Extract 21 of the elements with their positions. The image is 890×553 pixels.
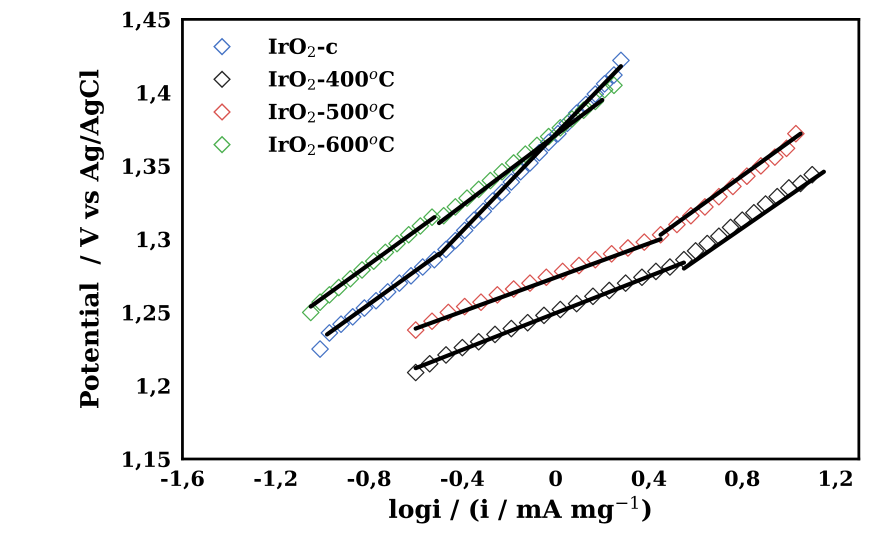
y-tick-label: 1,25 [123,304,170,324]
y-tick-label: 1,35 [123,158,170,178]
y-tick-label: 1,3 [138,232,170,251]
x-tick-label: -1,2 [254,470,296,490]
y-tick-label: 1,45 [123,12,170,31]
x-tick-label: -0,4 [441,470,484,490]
y-axis-title: Potential / V vs Ag/AgCl [79,70,104,408]
x-tick-label: -1,6 [161,470,204,490]
x-tick-label: 0,4 [632,470,666,490]
y-tick-label: 1,2 [138,378,170,398]
y-tick-label: 1,15 [123,451,170,470]
legend-label: IrO$_{2}$-500$^{o}$C [268,104,394,122]
y-tick-label: 1,4 [138,85,170,104]
legend-label: IrO$_{2}$-c [268,38,338,58]
legend-label: IrO$_{2}$-400$^{o}$C [268,70,394,90]
x-tick-label: 0 [549,470,562,486]
x-axis-title: logi / (i / mA mg$^{−1}$) [389,496,650,524]
legend-label: IrO$_{2}$-600$^{o}$C [268,136,394,156]
x-tick-label: 0,8 [725,470,760,490]
x-tick-label: -0,8 [348,470,390,490]
x-tick-label: 1,2 [820,470,852,490]
